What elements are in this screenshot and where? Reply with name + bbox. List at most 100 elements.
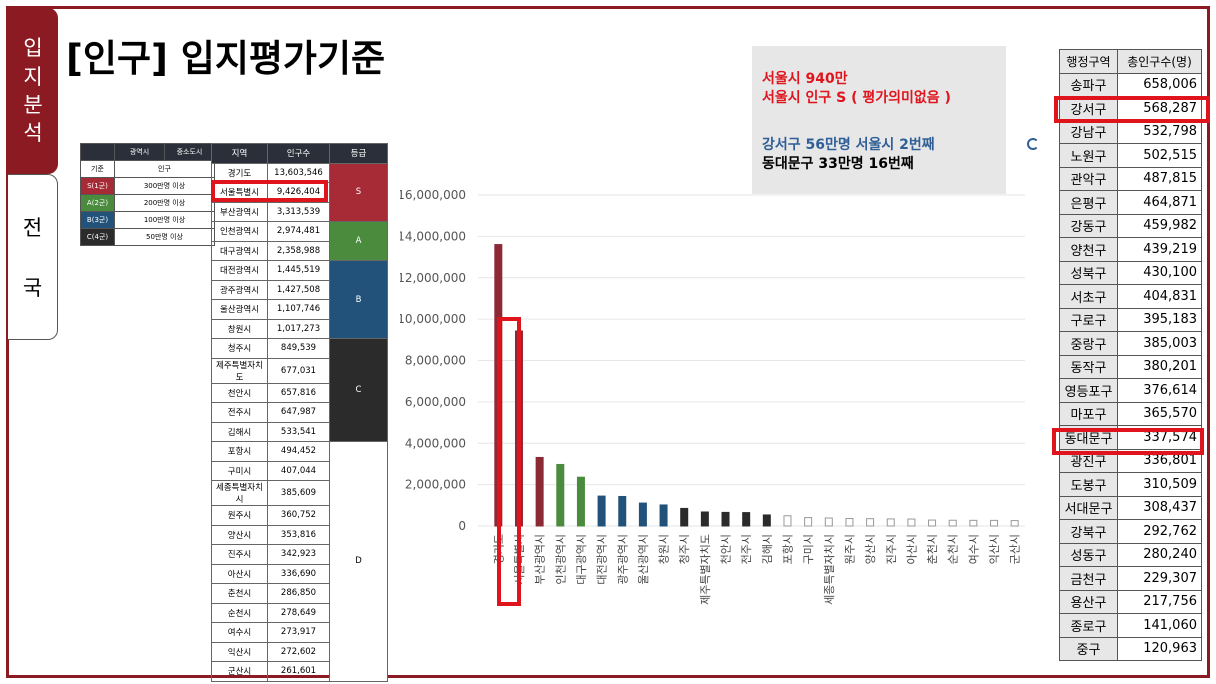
district-name: 성동구 [1059,542,1118,567]
city-name: 청주시 [211,338,268,359]
table-row: 대전광역시 1,445,519 B [211,260,388,339]
x-tick-label: 세종특별자치시 [823,534,836,605]
city-population: 533,541 [267,421,330,442]
city-name: 포항시 [211,441,268,462]
y-tick-label: 10,000,000 [400,312,466,326]
table-row: 청주시 849,539 C [211,338,388,442]
city-population: 272,602 [267,641,330,662]
district-population: 365,570 [1117,401,1202,426]
x-tick-label: 대전광역시 [596,534,609,585]
table-row: 양천구 439,219 [1059,237,1202,262]
district-name: 관악구 [1059,166,1118,191]
grade-cell: D [329,441,388,682]
district-name: 양천구 [1059,237,1118,262]
district-population: 376,614 [1117,378,1202,403]
x-tick-label: 청주시 [678,534,691,564]
legend-header-cell [80,143,115,161]
legend-row: S(1군) 300만명 이상 [80,177,215,195]
bar [680,507,689,527]
city-population: 407,044 [267,460,330,481]
city-population: 273,917 [267,622,330,643]
city-name: 김해시 [211,421,268,442]
district-population: 385,003 [1117,331,1202,356]
x-tick-label: 진주시 [885,534,898,564]
bar [762,514,771,527]
y-tick-label: 14,000,000 [400,229,466,243]
district-population: 404,831 [1117,284,1202,309]
district-name: 영등포구 [1059,378,1118,403]
x-tick-label: 울산광역시 [637,534,650,585]
district-population: 292,762 [1117,519,1202,544]
table-row: 금천구 229,307 [1059,566,1202,591]
grade-legend-table: 광역시 중소도시 기준 인구 S(1군) 300만명 이상 A(2군) 200만명 이상 B(3… [80,143,215,246]
bar [556,463,565,527]
legend-grade-label: A(2군) [80,194,115,212]
district-name: 송파구 [1059,72,1118,97]
bar [783,515,792,527]
grade-cell: B [329,260,388,339]
district-population: 487,815 [1117,166,1202,191]
table-row: 경기도 13,603,546 S [211,162,388,222]
district-header-cell: 행정구역 [1059,49,1118,74]
legend-grade-value: 200만명 이상 [114,194,215,212]
legend-grade-label: B(3군) [80,211,115,229]
district-population: 308,437 [1117,495,1202,520]
district-name: 금천구 [1059,566,1118,591]
refresh-icon[interactable] [1027,138,1039,150]
legend-header-cell: 중소도시 [164,143,215,161]
y-tick-label: 16,000,000 [400,188,466,202]
district-name: 중랑구 [1059,331,1118,356]
city-name: 세종특별자치시 [211,480,268,506]
city-name: 아산시 [211,563,268,584]
city-header-cell: 지역 [211,143,268,164]
city-population: 657,816 [267,382,330,403]
x-tick-label: 양산시 [864,534,877,564]
district-name: 강서구 [1059,96,1118,121]
x-tick-label: 김해시 [760,534,774,564]
district-name: 노원구 [1059,143,1118,168]
city-name: 대전광역시 [211,260,268,281]
bar [969,519,978,527]
legend-row: A(2군) 200만명 이상 [80,194,215,212]
highlight-dongdaemun-row [1052,428,1204,455]
table-row: 관악구 487,815 [1059,166,1202,191]
legend-header-row: 광역시 중소도시 [80,143,215,161]
bar [824,517,833,527]
y-tick-label: 8,000,000 [405,354,466,368]
table-row: 전주시 647,987 [211,402,388,423]
table-row: 서대문구 308,437 [1059,495,1202,520]
district-population: 439,219 [1117,237,1202,262]
legend-grade-value: 100만명 이상 [114,211,215,229]
city-population: 336,690 [267,563,330,584]
city-population: 849,539 [267,338,330,359]
district-population: 120,963 [1117,636,1202,661]
city-name: 광주광역시 [211,279,268,300]
table-row: 김해시 533,541 [211,421,388,442]
city-population: 647,987 [267,402,330,423]
x-tick-label: 군산시 [1009,534,1022,564]
table-row: 중구 120,963 [1059,636,1202,661]
city-population: 1,427,508 [267,279,330,300]
legend-grade-label: C(4군) [80,228,115,246]
seoul-district-table: 행정구역 총인구수(명) 송파구 658,006 강서구 568,287 강남구 532,79… [1059,49,1202,661]
district-name: 중구 [1059,636,1118,661]
city-population: 385,609 [267,480,330,506]
table-row: 인천광역시 2,974,481 A [211,221,388,261]
bar [866,518,875,527]
bar [907,518,916,527]
x-tick-label: 천안시 [719,534,733,564]
bar [804,517,813,527]
bar [638,502,647,527]
bar [886,518,895,527]
city-header-row: 지역 인구수 등급 [211,143,388,164]
table-row: 도봉구 310,509 [1059,472,1202,497]
city-population-table: 지역 인구수 등급 경기도 13,603,546 S 서울특별시 9,426,404 부산광역시… [211,143,388,682]
info-line-seoul-population: 서울시 940만 [762,71,848,87]
district-population: 380,201 [1117,354,1202,379]
tab-char: 석 [23,121,43,146]
city-population: 353,816 [267,524,330,545]
city-name: 군산시 [211,661,268,682]
grade-cell: A [329,221,388,261]
